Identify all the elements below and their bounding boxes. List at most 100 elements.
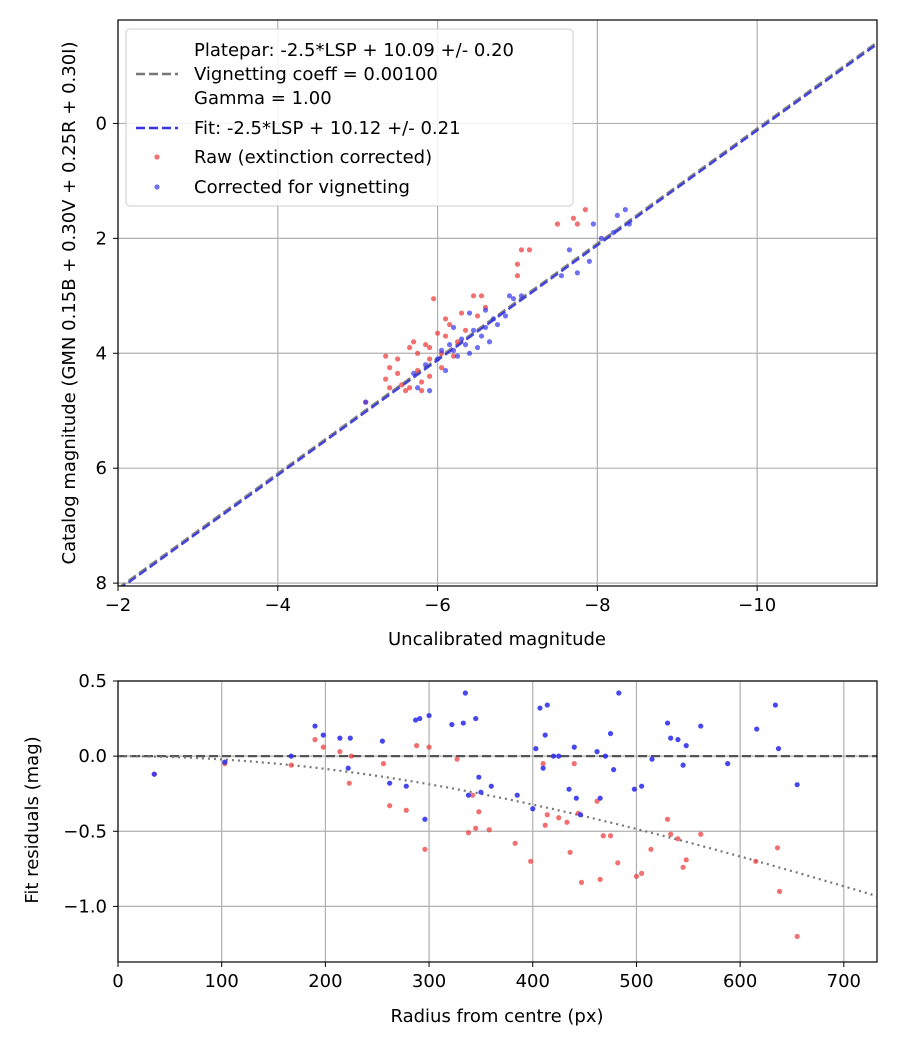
bottom-point-raw [380,761,387,767]
bottom-point-raw [698,831,704,837]
bottom-point-raw [312,737,318,743]
bottom-point-corrected [594,749,600,755]
bottom-point-corrected [426,712,432,719]
bottom-point-corrected [664,720,671,726]
bottom-point-raw [607,833,614,839]
top-plot-frame [117,19,878,587]
bottom-vignetting-curve [118,755,877,898]
top-point-raw [426,356,433,362]
bottom-point-raw [346,780,352,786]
bottom-point-raw [675,836,681,842]
bottom-point-corrected [488,783,494,789]
bottom-point-raw [426,744,432,750]
bottom-point-corrected [639,783,645,789]
top-point-raw [426,344,433,351]
bottom-point-corrected [611,767,617,773]
bottom-point-corrected [465,792,472,798]
bottom-point-corrected [478,789,484,795]
bottom-point-corrected [754,726,760,732]
bottom-point-corrected [698,723,704,729]
bottom-point-raw [476,809,482,815]
top-point-raw [518,247,525,253]
bottom-point-raw [542,822,548,828]
top-y-tick-label: 8 [96,573,107,594]
bottom-point-raw [540,761,546,767]
legend-platepar-line: Gamma = 1.00 [194,88,332,109]
bottom-point-corrected [631,786,637,792]
bottom-point-corrected [772,702,778,708]
bottom-point-raw [639,870,645,876]
bottom-point-raw [776,888,783,894]
bottom-point-corrected [573,795,579,801]
top-point-corrected [574,270,580,276]
top-point-corrected [426,388,433,394]
legend-raw-label: Raw (extinction corrected) [194,147,432,168]
top-point-corrected [466,310,473,316]
bottom-point-raw [348,753,354,759]
bottom-point-raw [403,807,409,813]
bottom-point-corrected [607,730,614,737]
bottom-point-raw [320,744,326,750]
top-point-corrected [510,296,517,302]
bottom-point-corrected [460,720,466,726]
top-point-raw [478,293,485,299]
top-point-corrected [450,324,457,331]
legend-platepar-label: Platepar: -2.5*LSP + 10.09 +/- 0.20 Vigne… [194,40,514,109]
bottom-reference-lines [118,755,877,898]
bottom-point-corrected [571,744,577,750]
top-point-raw [419,379,425,385]
bottom-x-tick-label: 100 [205,971,239,992]
top-point-corrected [434,356,441,362]
bottom-point-raw [567,849,573,855]
bottom-y-tick-label: 0.0 [78,746,107,767]
top-point-corrected [470,327,477,333]
bottom-data-points [151,690,800,940]
bottom-point-raw [512,840,518,846]
top-point-corrected [598,235,604,241]
top-point-corrected [566,247,573,253]
top-point-raw [514,261,521,267]
top-point-corrected [415,385,421,391]
top-point-raw [387,385,393,391]
top-point-raw [438,365,445,371]
bottom-point-corrected [462,690,468,696]
bottom-point-raw [337,749,343,755]
top-y-tick-label: 4 [96,343,107,364]
bottom-point-corrected [550,753,557,759]
top-data-points [363,207,632,405]
bottom-point-corrected [577,812,584,818]
top-point-corrected [422,362,429,368]
bottom-point-raw [465,830,472,836]
top-point-raw [554,221,561,227]
bottom-point-raw [597,876,603,882]
bottom-point-corrected [775,746,782,752]
bottom-point-corrected [320,732,326,738]
bottom-point-corrected [544,702,550,708]
bottom-x-tick-label: 700 [827,971,861,992]
bottom-x-axis-label: Radius from centre (px) [390,1006,603,1027]
top-point-raw [383,376,389,382]
top-point-corrected [586,258,592,264]
top-point-corrected [558,273,565,279]
legend-platepar-line: Platepar: -2.5*LSP + 10.09 +/- 0.20 [194,40,514,61]
top-point-corrected [506,293,513,299]
top-point-raw [462,327,469,333]
legend: Platepar: -2.5*LSP + 10.09 +/- 0.20 Vigne… [125,28,574,207]
bottom-point-corrected [725,761,731,767]
bottom-point-corrected [288,753,294,759]
bottom-point-raw [683,857,689,863]
top-point-raw [383,353,389,359]
bottom-point-corrected [412,717,419,723]
top-x-tick-label: −6 [424,595,451,616]
top-point-raw [415,367,421,374]
top-point-corrected [502,313,509,319]
top-y-tick-label: 6 [96,458,107,479]
bottom-point-corrected [683,743,689,749]
top-point-raw [430,296,437,302]
top-ticks: −2 −4 −6 −8 −10 0 2 4 6 8 [96,113,777,616]
bottom-point-corrected [668,735,674,741]
top-point-raw [434,330,441,336]
top-point-corrected [482,307,489,313]
bottom-point-raw [422,846,428,852]
